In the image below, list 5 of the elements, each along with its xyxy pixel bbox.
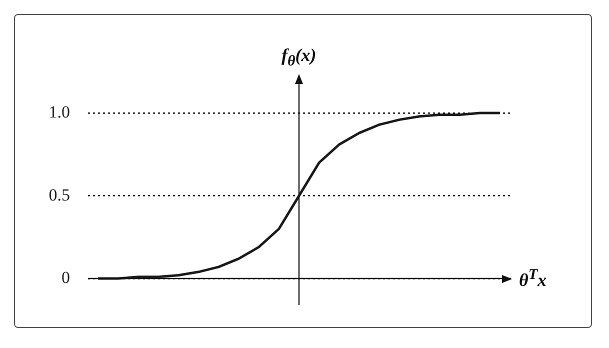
y-tick-label: 1.0 bbox=[48, 102, 70, 122]
y-axis-title: f$_{θ}$(x) bbox=[282, 45, 316, 71]
y-tick-label: 0 bbox=[62, 268, 70, 287]
y-tick-label: 0.5 bbox=[48, 185, 70, 204]
x-axis-title: θ$^{T}$x bbox=[519, 266, 547, 291]
